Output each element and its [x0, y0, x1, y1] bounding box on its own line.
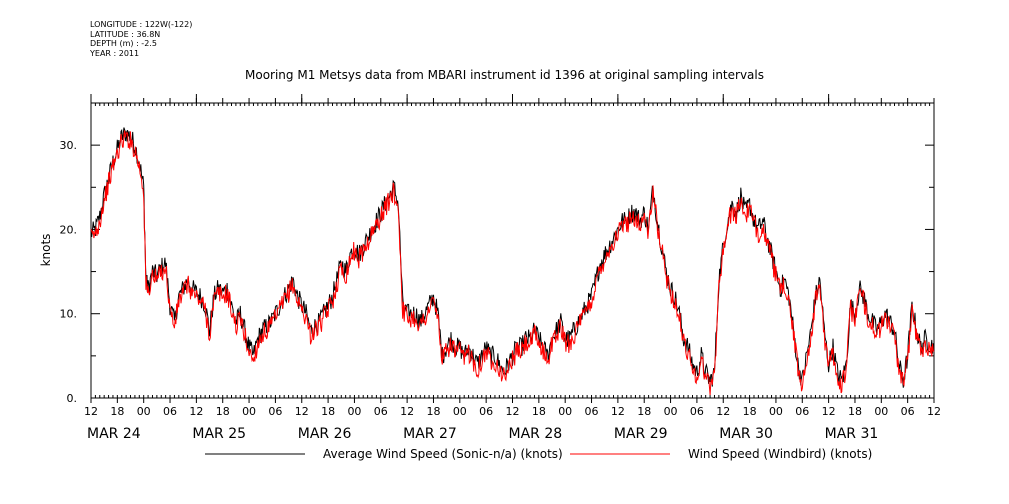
x-tick-label: 12	[611, 405, 625, 418]
x-date-label: MAR 31	[825, 426, 879, 442]
x-tick-label: 06	[901, 405, 915, 418]
x-tick-label: 06	[795, 405, 809, 418]
depth-label: DEPTH (m) : -2.5	[90, 39, 157, 48]
x-tick-label: 00	[558, 405, 572, 418]
x-tick-label: 12	[189, 405, 203, 418]
longitude-label: LONGITUDE : 122W(-122)	[90, 20, 193, 29]
x-tick-label: 00	[347, 405, 361, 418]
x-tick-label: 12	[822, 405, 836, 418]
x-tick-label: 06	[585, 405, 599, 418]
x-tick-label: 12	[716, 405, 730, 418]
chart-title: Mooring M1 Metsys data from MBARI instru…	[245, 68, 764, 82]
series-line-2	[90, 130, 935, 396]
y-tick-label: 0.	[67, 392, 78, 405]
x-tick-label: 06	[479, 405, 493, 418]
series-line-1	[90, 127, 935, 388]
x-tick-label: 12	[84, 405, 98, 418]
x-tick-label: 18	[532, 405, 546, 418]
x-date-label: MAR 27	[403, 426, 457, 442]
x-tick-label: 18	[321, 405, 335, 418]
axes-layer: 12 18 00 06 12 18 00 06 12 18 00 06 12 18 00 06 12 18 00 06…	[60, 94, 941, 442]
legend: Average Wind Speed (Sonic-n/a) (knots) W…	[205, 447, 872, 461]
legend-label-series-2: Wind Speed (Windbird) (knots)	[688, 447, 872, 461]
x-tick-label: 18	[216, 405, 230, 418]
x-date-label: MAR 25	[192, 426, 246, 442]
x-tick-label: 06	[163, 405, 177, 418]
year-label: YEAR : 2011	[90, 48, 140, 58]
latitude-label: LATITUDE : 36.8N	[90, 29, 161, 39]
x-date-label: MAR 28	[509, 426, 563, 442]
x-tick-label: 18	[743, 405, 757, 418]
x-tick-label: 12	[927, 405, 941, 418]
legend-label-series-1: Average Wind Speed (Sonic-n/a) (knots)	[323, 447, 563, 461]
x-tick-label: 00	[453, 405, 467, 418]
x-tick-label: 00	[769, 405, 783, 418]
y-tick-label: 20.	[60, 223, 78, 236]
x-date-label: MAR 24	[87, 426, 141, 442]
x-tick-label: 06	[268, 405, 282, 418]
y-tick-label: 30.	[60, 139, 78, 152]
x-tick-label: 06	[690, 405, 704, 418]
x-date-label: MAR 26	[298, 426, 352, 442]
x-tick-label: 00	[242, 405, 256, 418]
x-date-label: MAR 30	[719, 426, 773, 442]
x-tick-label: 18	[848, 405, 862, 418]
x-tick-label: 18	[637, 405, 651, 418]
x-tick-label: 12	[506, 405, 520, 418]
x-tick-label: 00	[137, 405, 151, 418]
x-tick-label: 06	[374, 405, 388, 418]
x-tick-label: 00	[664, 405, 678, 418]
series-layer	[90, 127, 935, 396]
y-tick-label: 10.	[60, 308, 78, 321]
x-date-label: MAR 29	[614, 426, 668, 442]
x-tick-label: 12	[295, 405, 309, 418]
x-tick-label: 18	[110, 405, 124, 418]
x-tick-label: 18	[426, 405, 440, 418]
x-tick-label: 12	[400, 405, 414, 418]
y-axis-label: knots	[39, 234, 53, 267]
x-tick-label: 00	[874, 405, 888, 418]
metadata-block: LONGITUDE : 122W(-122) LATITUDE : 36.8N …	[90, 20, 192, 58]
